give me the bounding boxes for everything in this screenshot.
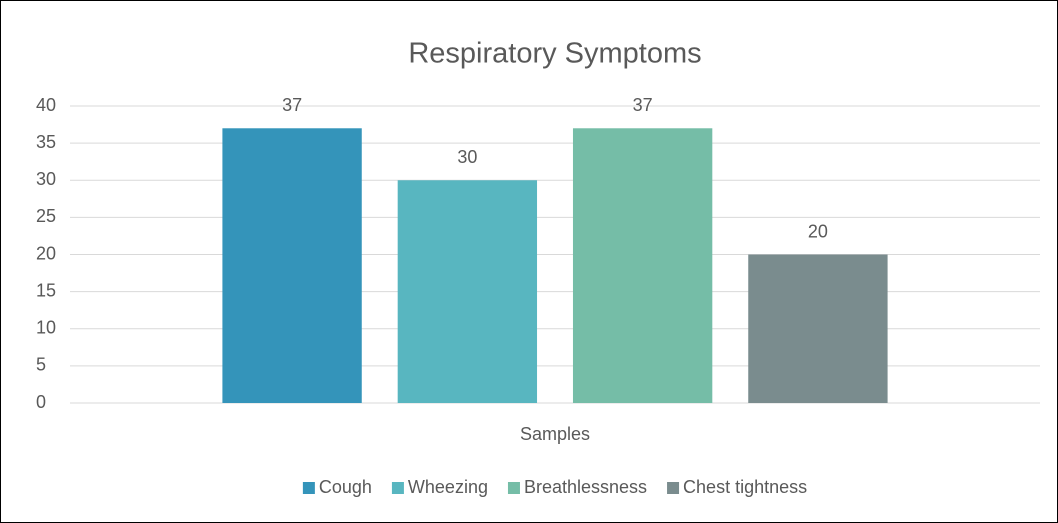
y-tick-label: 25 [36, 206, 56, 226]
y-tick-label: 40 [36, 95, 56, 115]
x-tick-label: Samples [520, 424, 590, 444]
legend-swatch [302, 482, 315, 494]
data-label: 37 [282, 95, 302, 115]
y-tick-label: 35 [36, 132, 56, 152]
bar [397, 180, 538, 403]
legend-swatch [507, 482, 520, 494]
data-label: 20 [808, 221, 828, 241]
bar [748, 254, 888, 403]
bar [222, 128, 362, 403]
y-tick-label: 10 [36, 318, 56, 338]
y-tick-label: 30 [36, 169, 56, 189]
y-tick-label: 15 [36, 280, 56, 300]
bar [572, 128, 713, 403]
y-tick-label: 0 [36, 392, 46, 412]
chart-title: Respiratory Symptoms [408, 38, 701, 70]
y-tick-label: 5 [36, 355, 46, 375]
legend-swatch [667, 482, 680, 494]
y-tick-label: 20 [36, 243, 56, 263]
legend-label: Wheezing [408, 477, 488, 497]
legend-label: Chest tightness [683, 477, 807, 497]
data-label: 30 [457, 147, 477, 167]
data-label: 37 [633, 95, 653, 115]
legend-label: Breathlessness [524, 477, 647, 497]
legend-label: Cough [319, 477, 372, 497]
legend-swatch [391, 482, 404, 494]
